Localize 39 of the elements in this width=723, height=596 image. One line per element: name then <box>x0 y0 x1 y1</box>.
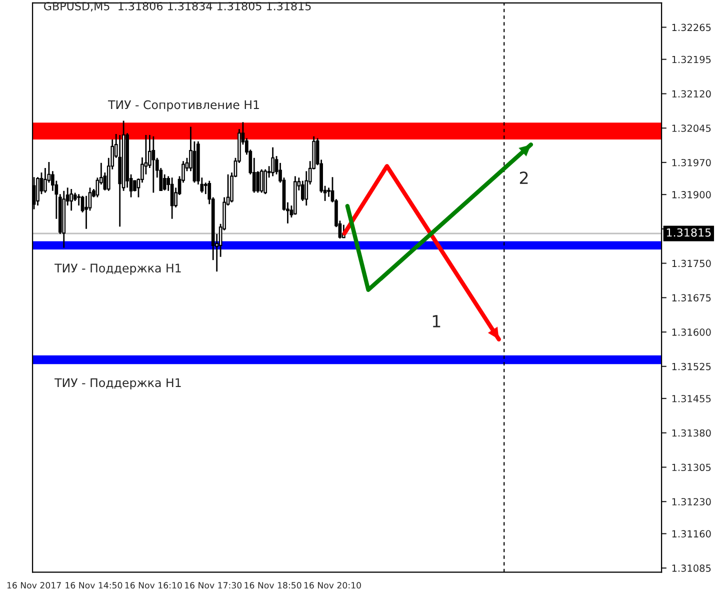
y-tick-label: 1.31600 <box>672 328 711 336</box>
candlestick <box>170 176 174 220</box>
y-tick-label: 1.32045 <box>672 124 711 132</box>
y-tick-label: 1.31455 <box>672 394 711 402</box>
annotation: 2 <box>520 172 528 184</box>
y-tick-label: 1.32120 <box>672 90 711 98</box>
y-tick-label: 1.31900 <box>672 191 711 198</box>
y-tick-label: 1.31230 <box>672 498 711 506</box>
candlestick <box>300 180 304 202</box>
x-tick-label: 16 Nov 14:50 <box>66 582 122 589</box>
annotation: 1 <box>432 315 440 328</box>
y-tick-label: 1.31675 <box>672 294 711 302</box>
x-tick-label: 16 Nov 17:30 <box>185 582 242 589</box>
candlestick <box>70 188 74 212</box>
y-tick-label: 1.32195 <box>672 56 711 64</box>
x-tick-label: 16 Nov 16:10 <box>125 582 182 589</box>
y-tick-label: 1.31970 <box>672 158 711 166</box>
candlestick <box>162 174 166 192</box>
candlestick <box>260 168 264 194</box>
x-tick-label: 16 Nov 18:50 <box>244 582 302 589</box>
ref-line-label: 1.31815 <box>666 228 711 237</box>
y-tick-label: 1.31525 <box>672 362 711 370</box>
chart-title: GBPUSD,M5 1.31806 1.31834 1.31805 1.31815 <box>44 2 311 12</box>
band-label: ТИУ - Поддержка Н1 <box>54 264 181 275</box>
y-tick-label: 1.31380 <box>672 429 711 437</box>
y-tick-label: 1.31160 <box>672 530 711 538</box>
x-tick-label: 16 Nov 2017 <box>7 582 61 589</box>
candlestick <box>271 146 274 177</box>
y-tick-label: 1.31305 <box>672 464 711 472</box>
candlestick <box>36 176 40 206</box>
candlestick <box>152 136 156 194</box>
y-tick-label: 1.31085 <box>672 564 711 572</box>
band-label: ТИУ - Сопротивление Н1 <box>108 100 259 112</box>
candlestick <box>256 170 260 194</box>
band-label: ТИУ - Поддержка Н1 <box>54 378 181 390</box>
y-tick-label: 1.32265 <box>672 24 711 32</box>
y-tick-label: 1.31750 <box>672 260 711 268</box>
candlestick <box>264 168 268 195</box>
x-tick-label: 16 Nov 20:10 <box>304 582 361 589</box>
